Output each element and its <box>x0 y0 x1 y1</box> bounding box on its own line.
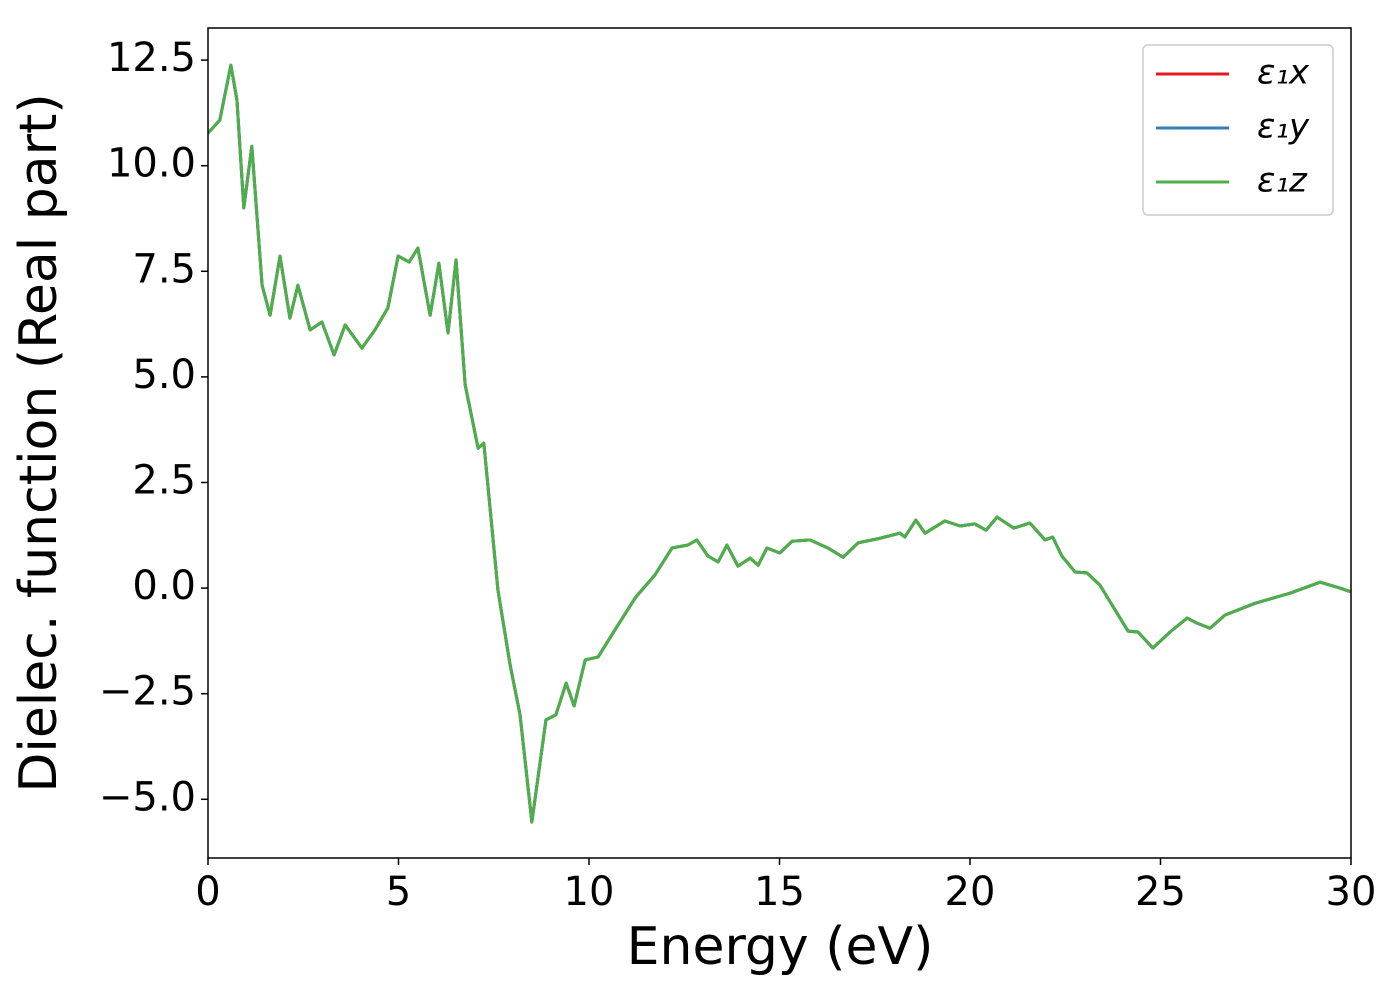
legend-label: ε₁y <box>1257 107 1310 147</box>
y-tick-label: −2.5 <box>99 669 196 715</box>
y-tick-label: 2.5 <box>132 457 196 503</box>
legend-label: ε₁x <box>1257 53 1310 93</box>
y-tick-label: 0.0 <box>132 563 196 609</box>
data-line <box>208 63 1351 824</box>
x-tick-label: 30 <box>1326 869 1377 915</box>
x-tick-label: 0 <box>195 869 220 915</box>
x-axis-label: Energy (eV) <box>627 917 934 977</box>
x-tick-label: 10 <box>564 869 615 915</box>
y-tick-label: 5.0 <box>132 352 196 398</box>
y-tick-label: −5.0 <box>99 774 196 820</box>
y-tick-label: 7.5 <box>132 246 196 292</box>
y-tick-label: 12.5 <box>107 35 196 81</box>
legend-label: ε₁z <box>1257 161 1308 201</box>
y-tick-label: 10.0 <box>107 141 196 187</box>
legend-box <box>1142 44 1334 216</box>
x-tick-label: 25 <box>1135 869 1186 915</box>
plot-frame <box>207 27 1352 859</box>
x-tick-label: 15 <box>754 869 805 915</box>
x-tick-label: 20 <box>945 869 996 915</box>
y-axis-label: Dielec. function (Real part) <box>9 93 69 792</box>
x-tick-label: 5 <box>386 869 411 915</box>
